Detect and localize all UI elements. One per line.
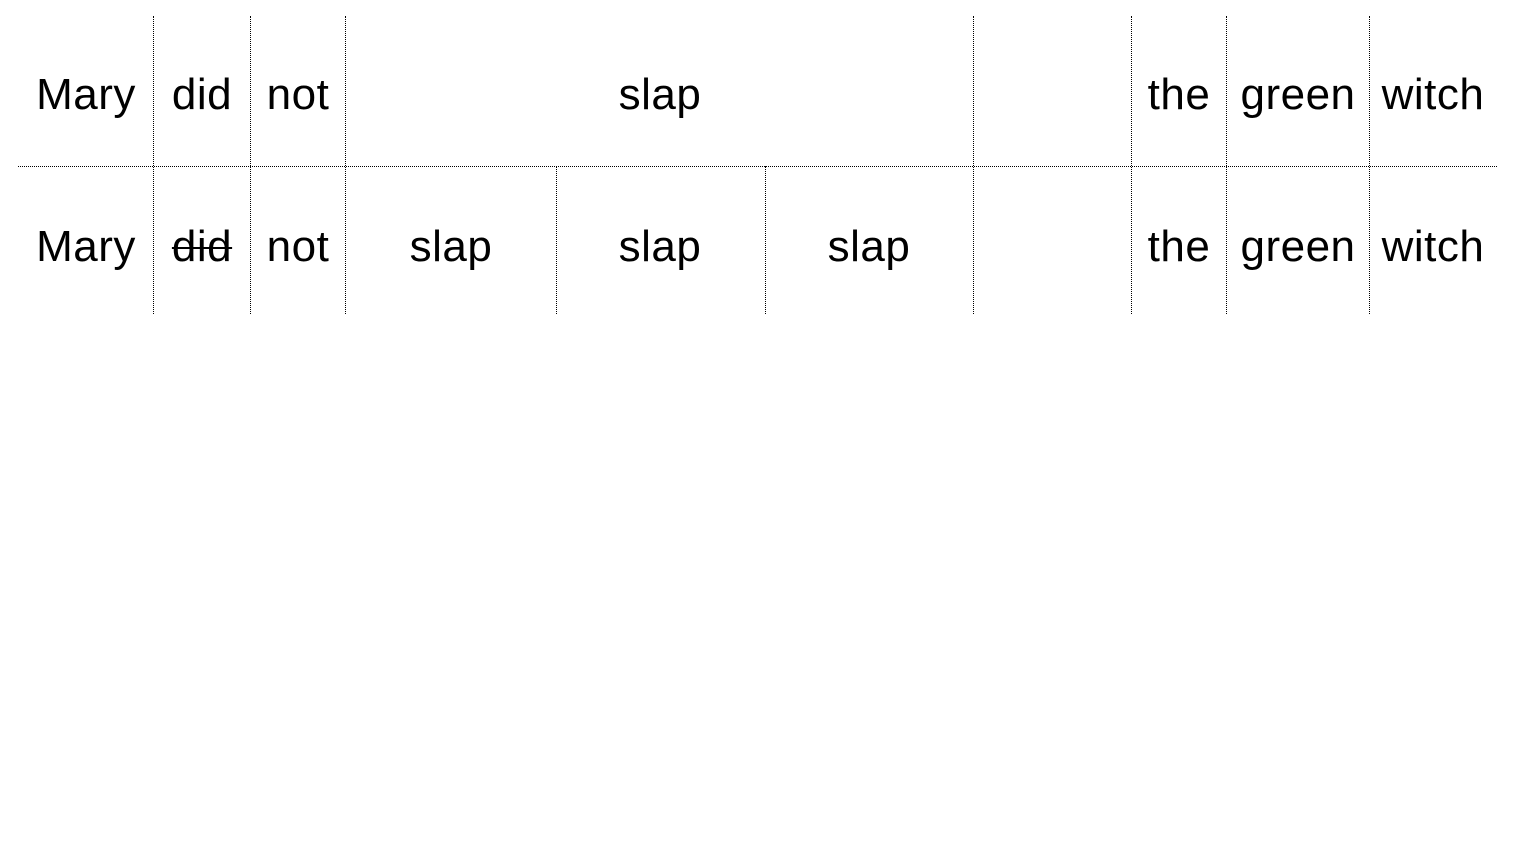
column-divider	[973, 16, 974, 314]
source-word: green	[1240, 70, 1356, 119]
source-word: slap	[618, 70, 702, 119]
column-divider	[250, 16, 251, 314]
expanded-word: slap	[409, 222, 493, 271]
column-divider	[345, 16, 346, 314]
column-divider	[1226, 16, 1227, 314]
expanded-word: the	[1147, 222, 1211, 271]
expanded-word: slap	[618, 222, 702, 271]
source-word: not	[266, 70, 330, 119]
expanded-word: witch	[1381, 222, 1485, 271]
column-divider	[1369, 16, 1370, 314]
expanded-word: green	[1240, 222, 1356, 271]
expanded-word: Mary	[36, 222, 136, 271]
column-divider	[153, 16, 154, 314]
source-word: witch	[1381, 70, 1485, 119]
expanded-word: slap	[827, 222, 911, 271]
source-word: Mary	[36, 70, 136, 119]
column-divider	[765, 166, 766, 314]
source-word: did	[171, 70, 233, 119]
struck-word: did	[171, 222, 233, 271]
source-word: the	[1147, 70, 1211, 119]
column-divider	[556, 166, 557, 314]
row-divider	[18, 166, 1497, 167]
column-divider	[1131, 16, 1132, 314]
expanded-word: not	[266, 222, 330, 271]
